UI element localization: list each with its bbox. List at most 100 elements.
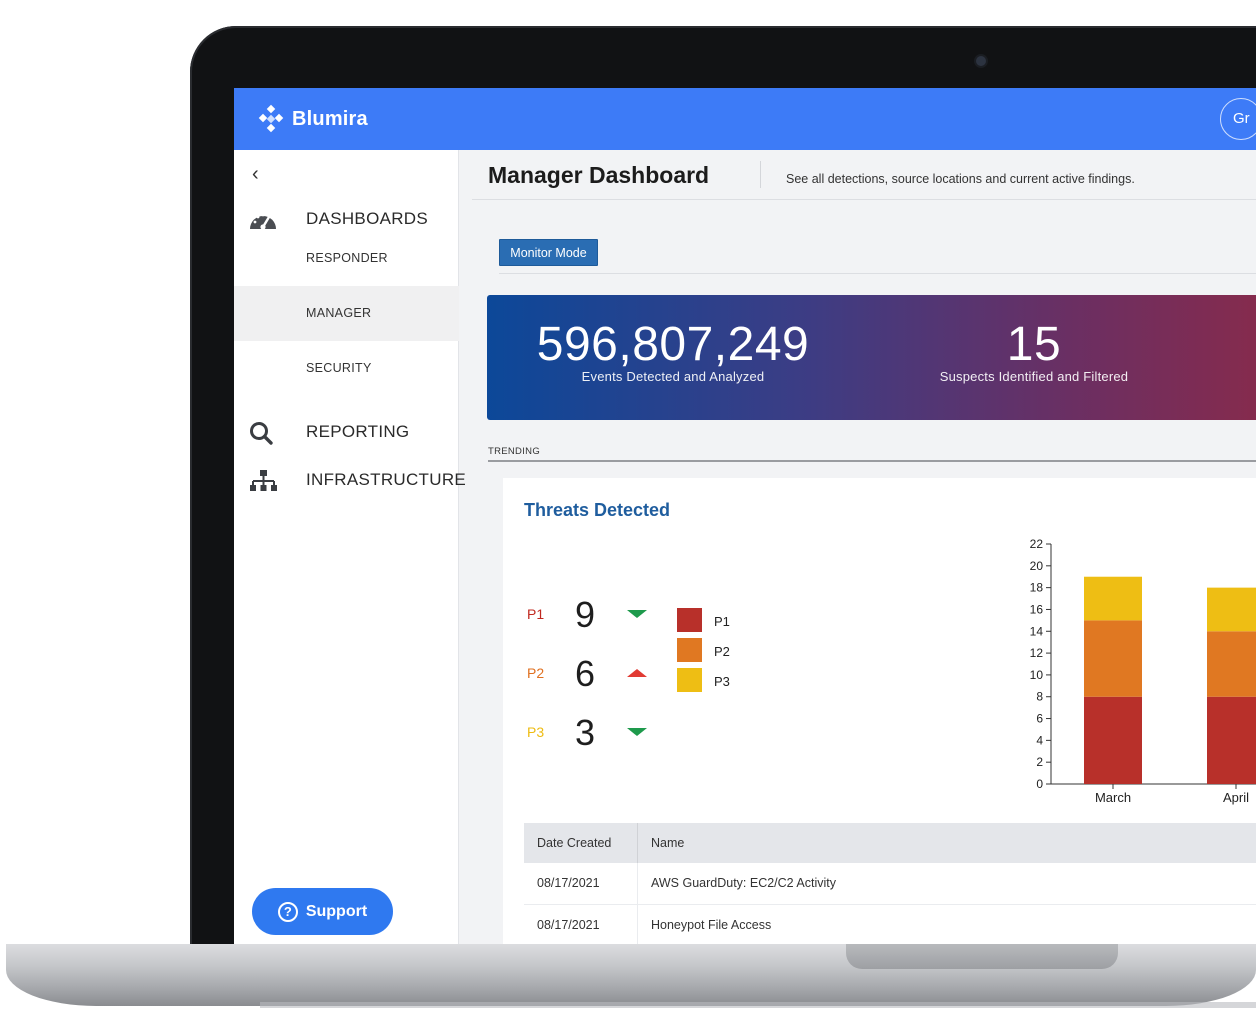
sidebar-item-label: MANAGER [306, 306, 372, 320]
priority-count: 3 [575, 712, 596, 753]
y-tick-label: 22 [1030, 538, 1044, 551]
y-tick-label: 10 [1030, 668, 1044, 682]
speedometer-icon [250, 213, 276, 230]
laptop-notch [846, 944, 1118, 969]
y-tick-label: 2 [1036, 755, 1043, 769]
sidebar-item-label: SECURITY [306, 361, 372, 375]
main-content: Manager Dashboard See all detections, so… [460, 150, 1256, 946]
webcam-icon [976, 56, 986, 66]
help-icon: ? [277, 901, 298, 922]
table-header: Date Created Name [524, 823, 1256, 863]
priority-label: P2 [527, 665, 545, 681]
y-tick-label: 0 [1036, 777, 1043, 791]
legend-swatch [677, 638, 702, 662]
sidebar-item-reporting[interactable]: REPORTING [234, 412, 459, 452]
priority-label: P3 [527, 724, 545, 740]
stat-label: Suspects Identified and Filtered [939, 369, 1129, 384]
monitor-mode-button[interactable]: Monitor Mode [499, 239, 598, 266]
sidebar-item-responder[interactable]: RESPONDER [234, 231, 459, 286]
support-label: Support [305, 902, 368, 920]
column-divider [637, 863, 638, 905]
column-divider [637, 823, 638, 863]
y-tick-label: 20 [1030, 559, 1044, 573]
user-avatar[interactable]: Gr [1220, 98, 1256, 140]
column-header-name[interactable]: Name [651, 836, 685, 850]
legend-item-p2[interactable]: P2 [677, 638, 747, 663]
trend-up-icon [627, 669, 647, 677]
stat-suspects: 15 Suspects Identified and Filtered [874, 317, 1194, 384]
table-row[interactable]: 08/17/2021 Honeypot File Access [524, 905, 1256, 946]
stats-banner: 596,807,249 Events Detected and Analyzed… [487, 295, 1256, 420]
threats-bar-chart: 0246810121416182022MarchAprilMayJune [1030, 538, 1256, 805]
sidebar: ‹ DASHBOARDS RESPONDER MANAGER SECURITY [234, 150, 466, 946]
y-tick-label: 14 [1030, 624, 1044, 638]
priority-count: 9 [575, 594, 596, 635]
trending-divider [488, 460, 1256, 462]
bar-segment-p3 [1084, 576, 1142, 621]
sidebar-item-dashboards[interactable]: DASHBOARDS [234, 199, 459, 239]
stat-events: 596,807,249 Events Detected and Analyzed [513, 317, 833, 384]
trending-label: TRENDING [488, 446, 541, 457]
bar-segment-p1 [1207, 696, 1256, 784]
trend-down-icon [627, 728, 647, 736]
priority-p1: P1 9 [527, 594, 657, 635]
priority-p3: P3 3 [527, 712, 657, 753]
legend-label: P1 [714, 614, 730, 629]
sidebar-item-label: REPORTING [306, 422, 410, 441]
column-header-date[interactable]: Date Created [537, 836, 612, 850]
y-tick-label: 4 [1036, 733, 1043, 747]
y-tick-label: 18 [1030, 581, 1044, 595]
priority-count: 6 [575, 653, 596, 694]
y-tick-label: 12 [1030, 646, 1044, 660]
legend-label: P3 [714, 674, 730, 689]
cell-date: 08/17/2021 [537, 876, 600, 890]
search-icon [250, 422, 273, 445]
sidebar-item-infrastructure[interactable]: INFRASTRUCTURE [234, 460, 466, 500]
stat-value: 15 [1006, 318, 1062, 371]
collapse-sidebar-icon[interactable]: ‹ [252, 163, 259, 185]
stat-value: 596,807,249 [536, 318, 810, 371]
cell-date: 08/17/2021 [537, 918, 600, 932]
page-title: Manager Dashboard [488, 162, 710, 188]
laptop-base-edge [260, 1002, 1256, 1008]
bar-segment-p2 [1207, 631, 1256, 697]
bar-segment-p2 [1084, 620, 1142, 697]
priority-label: P1 [527, 606, 545, 622]
top-bar: Blumira Gr [234, 88, 1256, 150]
sidebar-item-manager[interactable]: MANAGER [234, 286, 459, 341]
bar-segment-p3 [1207, 587, 1256, 632]
priority-p2: P2 6 [527, 653, 657, 694]
threats-card: Threats Detected P1 9 P2 6 P3 3 P1 [503, 478, 1256, 946]
sidebar-item-label: INFRASTRUCTURE [306, 470, 467, 489]
sidebar-item-label: DASHBOARDS [306, 209, 429, 228]
y-tick-label: 6 [1036, 712, 1043, 726]
blumira-logo-icon [258, 104, 284, 133]
legend-swatch [677, 668, 702, 692]
legend-item-p1[interactable]: P1 [677, 608, 747, 633]
table-row[interactable]: 08/17/2021 AWS GuardDuty: EC2/C2 Activit… [524, 863, 1256, 905]
bar-segment-p1 [1084, 696, 1142, 784]
legend-label: P2 [714, 644, 730, 659]
app-logo[interactable]: Blumira [256, 104, 368, 134]
mode-divider [499, 273, 1256, 274]
x-tick-label: April [1223, 790, 1249, 805]
support-button[interactable]: ? Support [252, 888, 393, 935]
y-tick-label: 8 [1036, 690, 1043, 704]
y-tick-label: 16 [1030, 602, 1044, 616]
sidebar-item-label: RESPONDER [306, 251, 388, 265]
trend-down-icon [627, 610, 647, 618]
stat-label: Events Detected and Analyzed [581, 369, 765, 384]
legend-swatch [677, 608, 702, 632]
app-name: Blumira [292, 107, 368, 130]
legend-item-p3[interactable]: P3 [677, 668, 747, 693]
column-divider [637, 905, 638, 946]
app-screen: Blumira Gr ‹ DASHBOARDS RESPONDER MANAGE… [234, 88, 1256, 946]
header-divider [472, 199, 1256, 200]
cell-name: AWS GuardDuty: EC2/C2 Activity [651, 876, 837, 890]
title-divider [760, 161, 761, 188]
page-description: See all detections, source locations and… [786, 172, 1135, 186]
sidebar-item-security[interactable]: SECURITY [234, 341, 459, 396]
network-icon [250, 470, 277, 491]
threats-title: Threats Detected [524, 500, 671, 520]
cell-name: Honeypot File Access [651, 918, 772, 932]
